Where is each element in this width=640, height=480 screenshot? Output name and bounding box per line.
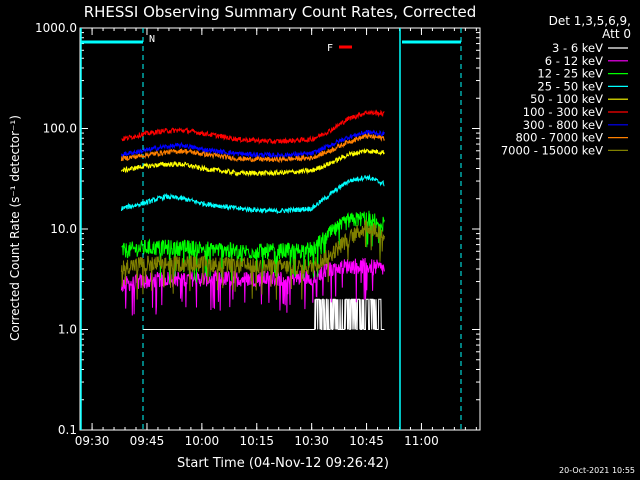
flare-flag-label: F	[327, 43, 333, 54]
legend-item-label: 12 - 25 keV	[537, 67, 603, 81]
y-tick-label: 1.0	[58, 323, 77, 337]
series-line	[120, 147, 385, 178]
x-tick-label: 11:00	[404, 434, 439, 448]
chart-title: RHESSI Observing Summary Count Rates, Co…	[84, 3, 477, 21]
series-line	[120, 173, 385, 215]
legend-item-label: 300 - 800 keV	[523, 118, 603, 132]
y-tick-label: 10.0	[50, 222, 77, 236]
series-line	[120, 132, 385, 164]
x-tick-label: 10:00	[185, 434, 220, 448]
y-tick-label: 100.0	[43, 122, 77, 136]
saa-flag-label: N	[149, 34, 155, 45]
legend-item-label: 100 - 300 keV	[523, 105, 603, 119]
x-axis-label: Start Time (04-Nov-12 09:26:42)	[177, 456, 389, 471]
x-tick-label: 09:30	[75, 434, 110, 448]
legend-header-line-1: Det 1,3,5,6,9,	[549, 14, 631, 28]
x-tick-label: 10:30	[294, 434, 329, 448]
footer-timestamp: 20-Oct-2021 10:55	[559, 466, 635, 475]
series-line	[143, 298, 385, 330]
x-tick-label: 09:45	[130, 434, 165, 448]
plot-area: 0.1 1.0 10.0 100.0 1000.0 09:30 09:45 10:00 10:1…	[35, 21, 481, 448]
legend-item-label: 6 - 12 keV	[545, 54, 603, 68]
x-tick-label: 10:45	[349, 434, 384, 448]
series-line	[121, 210, 385, 284]
legend-item-label: 7000 - 15000 keV	[501, 143, 603, 157]
series-line	[121, 109, 385, 145]
legend-item-label: 50 - 100 keV	[530, 92, 603, 106]
legend-item-label: 800 - 7000 keV	[515, 131, 603, 145]
y-axis-label: Corrected Count Rate (s⁻¹ detector⁻¹)	[8, 115, 22, 341]
y-tick-label: 0.1	[58, 423, 77, 437]
series-line	[120, 219, 385, 300]
legend-item-label: 25 - 50 keV	[537, 79, 603, 93]
legend-header-line-2: Att 0	[602, 27, 631, 41]
x-tick-label: 10:15	[239, 434, 274, 448]
y-tick-label: 1000.0	[35, 21, 77, 35]
legend-item-label: 3 - 6 keV	[552, 41, 603, 55]
series-line	[120, 129, 385, 159]
